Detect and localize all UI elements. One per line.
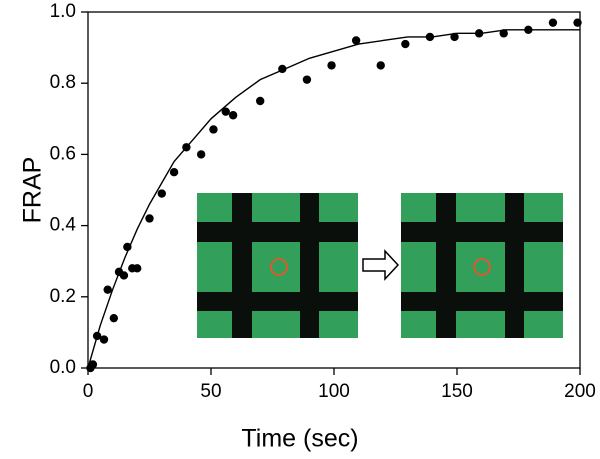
x-axis-label: Time (sec) [241, 425, 358, 453]
x-tick-label: 150 [441, 381, 473, 402]
arrow [362, 249, 400, 281]
data-point [376, 61, 385, 70]
x-tick-label: 0 [83, 381, 94, 402]
inset-right [401, 193, 563, 338]
data-point [302, 75, 312, 84]
inset-left [197, 193, 358, 338]
data-point [278, 64, 287, 74]
data-point [351, 36, 361, 45]
y-axis-label: FRAP [19, 157, 47, 224]
data-point [119, 271, 129, 280]
data-point [474, 29, 484, 38]
data-point [450, 32, 459, 42]
data-point [109, 313, 119, 323]
data-point [573, 18, 582, 27]
data-point [145, 214, 154, 223]
data-point [196, 150, 206, 159]
data-point [499, 29, 508, 38]
data-point [133, 264, 142, 273]
data-point [401, 39, 410, 49]
y-tick-label: 0.6 [50, 143, 76, 164]
data-point [182, 143, 191, 152]
y-tick-label: 0.8 [50, 72, 76, 93]
data-point [221, 107, 230, 116]
data-point [157, 189, 166, 198]
data-point [169, 168, 179, 177]
data-point [99, 335, 109, 344]
x-tick-label: 100 [318, 381, 350, 402]
y-tick-label: 0.0 [50, 357, 76, 378]
data-point [327, 61, 336, 70]
data-point [123, 242, 132, 252]
x-tick-label: 50 [200, 381, 221, 402]
data-point [228, 111, 238, 120]
data-point [548, 18, 558, 27]
data-point [92, 331, 102, 341]
y-tick-label: 0.4 [50, 215, 77, 236]
y-tick-label: 1.0 [50, 1, 76, 22]
data-point [524, 25, 533, 34]
x-tick-label: 200 [564, 381, 596, 402]
data-point [256, 96, 265, 106]
data-point [425, 32, 435, 42]
y-tick-label: 0.2 [50, 286, 76, 307]
data-point [209, 125, 218, 134]
data-point [88, 360, 98, 369]
data-point [103, 285, 112, 294]
